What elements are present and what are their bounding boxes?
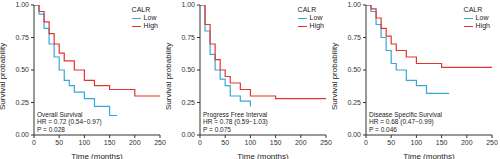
svg-text:250: 250 (154, 139, 166, 146)
html-text:High: High (475, 22, 490, 29)
svg-text:0.00: 0.00 (15, 131, 29, 138)
svg-text:0.50: 0.50 (181, 66, 195, 73)
html-text:Progress Free Interval: Progress Free Interval (203, 110, 268, 118)
svg-text:100: 100 (411, 139, 423, 146)
svg-text:0.75: 0.75 (347, 34, 361, 41)
svg-text:Survival probability: Survival probability (166, 43, 173, 110)
svg-text:1.00: 1.00 (181, 1, 195, 8)
html-text:CALR: CALR (131, 6, 151, 13)
svg-text:50: 50 (221, 139, 229, 146)
svg-text:250: 250 (320, 139, 332, 146)
html-text:HR = 0.68 (0.47−0.99): HR = 0.68 (0.47−0.99) (369, 118, 434, 125)
svg-text:200: 200 (461, 139, 473, 146)
svg-text:Time (months): Time (months) (237, 152, 289, 159)
html-text:Disease Specific Survival: Disease Specific Survival (369, 110, 442, 118)
html-text:P = 0.075: P = 0.075 (203, 125, 231, 133)
html-text:High: High (309, 22, 324, 29)
svg-text:0: 0 (364, 139, 368, 146)
html-text:Low: Low (143, 14, 157, 21)
html-text:Overall Survival: Overall Survival (37, 110, 83, 118)
svg-text:0: 0 (198, 139, 202, 146)
svg-text:1.00: 1.00 (347, 1, 361, 8)
svg-text:Time (months): Time (months) (71, 152, 123, 159)
svg-text:0.75: 0.75 (181, 34, 195, 41)
svg-text:0: 0 (32, 139, 36, 146)
html-text:CALR: CALR (463, 6, 483, 13)
svg-text:100: 100 (245, 139, 257, 146)
html-text:CALR: CALR (297, 6, 317, 13)
svg-text:250: 250 (486, 139, 498, 146)
svg-text:0.25: 0.25 (181, 99, 195, 106)
svg-text:150: 150 (270, 139, 282, 146)
svg-text:0.25: 0.25 (15, 99, 29, 106)
svg-text:0.75: 0.75 (15, 34, 29, 41)
svg-text:100: 100 (79, 139, 91, 146)
svg-text:150: 150 (104, 139, 116, 146)
svg-text:1.00: 1.00 (15, 1, 29, 8)
svg-text:0.00: 0.00 (347, 131, 361, 138)
svg-text:50: 50 (55, 139, 63, 146)
svg-text:0.00: 0.00 (181, 131, 195, 138)
html-text:HR = 0.72 (0.54−0.97): HR = 0.72 (0.54−0.97) (37, 118, 102, 125)
svg-text:200: 200 (295, 139, 307, 146)
svg-text:200: 200 (129, 139, 141, 146)
svg-text:150: 150 (436, 139, 448, 146)
svg-text:0.25: 0.25 (347, 99, 361, 106)
html-text:Low: Low (309, 14, 323, 21)
svg-text:Survival probability: Survival probability (332, 43, 339, 110)
html-text:P = 0.046: P = 0.046 (369, 125, 397, 133)
svg-text:0.50: 0.50 (15, 66, 29, 73)
svg-text:0.50: 0.50 (347, 66, 361, 73)
svg-text:Survival probability: Survival probability (0, 43, 7, 110)
svg-text:50: 50 (387, 139, 395, 146)
html-text:Low: Low (475, 14, 489, 21)
svg-text:Time (months): Time (months) (403, 152, 455, 159)
html-text:P = 0.028: P = 0.028 (37, 125, 65, 133)
html-text:HR = 0.78 (0.59−1.03): HR = 0.78 (0.59−1.03) (203, 118, 268, 125)
html-text:High: High (143, 22, 158, 29)
